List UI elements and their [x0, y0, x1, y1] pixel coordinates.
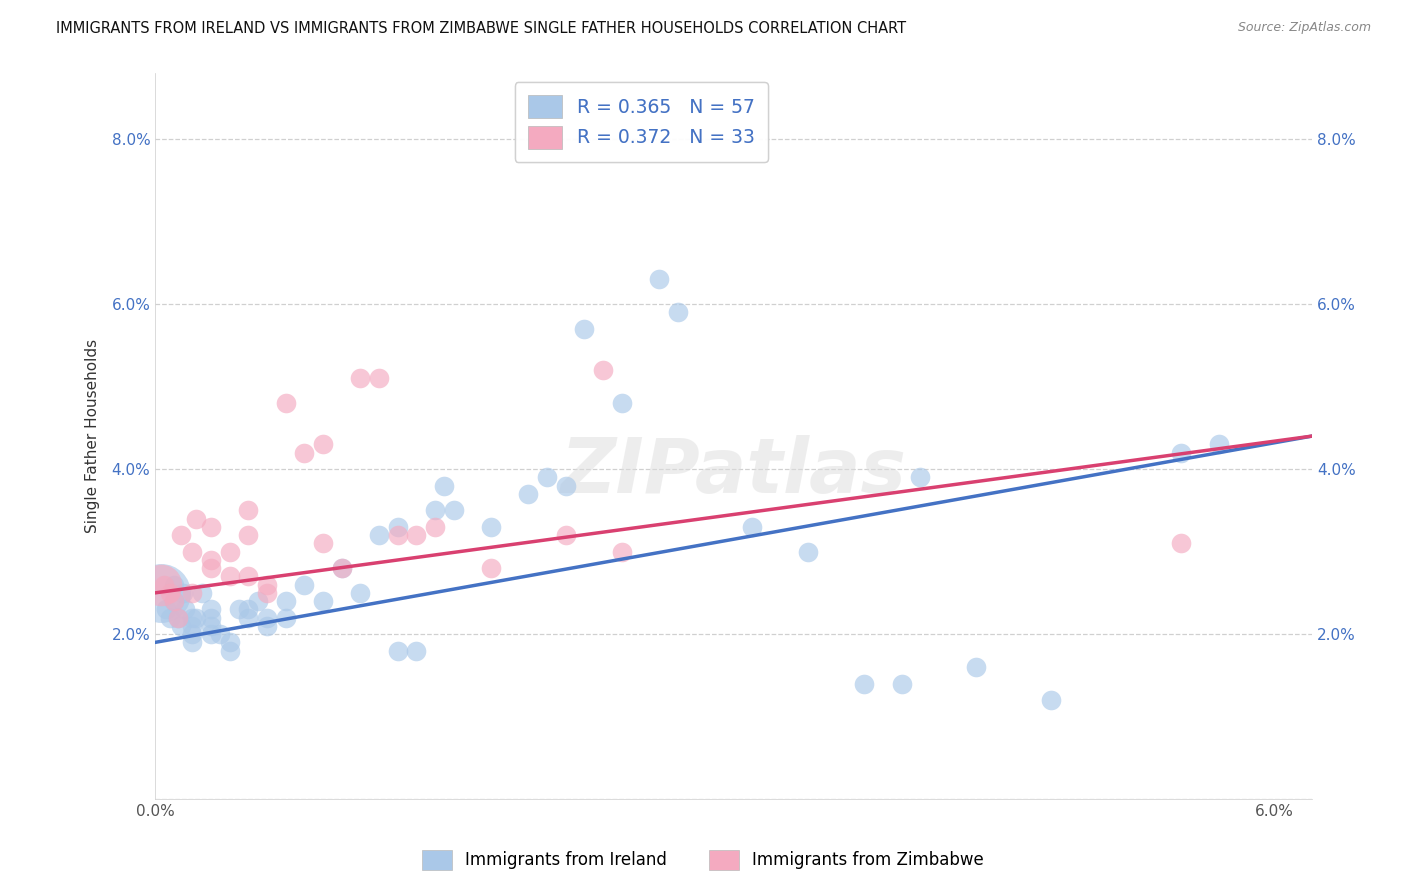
Point: [592, 363, 614, 377]
Point: [349, 586, 371, 600]
Point: [200, 627, 222, 641]
Point: [163, 594, 186, 608]
Point: [200, 610, 222, 624]
Point: [181, 635, 204, 649]
Point: [200, 561, 222, 575]
Point: [274, 610, 297, 624]
Point: [246, 594, 269, 608]
Point: [181, 610, 204, 624]
Point: [172, 586, 194, 600]
Point: [965, 660, 987, 674]
Legend: R = 0.365   N = 57, R = 0.372   N = 33: R = 0.365 N = 57, R = 0.372 N = 33: [515, 82, 768, 161]
Point: [648, 272, 671, 286]
Point: [1039, 693, 1062, 707]
Point: [200, 520, 222, 534]
Point: [330, 561, 353, 575]
Point: [238, 528, 260, 542]
Point: [153, 577, 176, 591]
Point: [666, 305, 689, 319]
Point: [181, 586, 204, 600]
Point: [387, 643, 409, 657]
Point: [554, 478, 576, 492]
Point: [170, 528, 193, 542]
Point: [163, 594, 186, 608]
Point: [163, 577, 186, 591]
Point: [256, 610, 278, 624]
Point: [741, 520, 763, 534]
Point: [517, 487, 540, 501]
Point: [256, 619, 278, 633]
Point: [910, 470, 932, 484]
Point: [200, 602, 222, 616]
Point: [554, 528, 576, 542]
Point: [853, 676, 876, 690]
Point: [294, 445, 316, 459]
Point: [1170, 536, 1192, 550]
Point: [238, 503, 260, 517]
Point: [405, 528, 427, 542]
Point: [170, 619, 193, 633]
Point: [238, 602, 260, 616]
Point: [155, 602, 177, 616]
Point: [433, 478, 456, 492]
Point: [1170, 445, 1192, 459]
Point: [149, 577, 172, 591]
Point: [387, 528, 409, 542]
Point: [479, 561, 502, 575]
Point: [368, 528, 391, 542]
Point: [209, 627, 232, 641]
Point: [405, 643, 427, 657]
Legend: Immigrants from Ireland, Immigrants from Zimbabwe: Immigrants from Ireland, Immigrants from…: [415, 843, 991, 877]
Point: [166, 610, 188, 624]
Point: [256, 577, 278, 591]
Point: [536, 470, 558, 484]
Point: [218, 643, 240, 657]
Point: [149, 586, 172, 600]
Text: Source: ZipAtlas.com: Source: ZipAtlas.com: [1237, 21, 1371, 34]
Y-axis label: Single Father Households: Single Father Households: [86, 339, 100, 533]
Point: [174, 602, 197, 616]
Point: [181, 619, 204, 633]
Point: [610, 544, 633, 558]
Text: IMMIGRANTS FROM IRELAND VS IMMIGRANTS FROM ZIMBABWE SINGLE FATHER HOUSEHOLDS COR: IMMIGRANTS FROM IRELAND VS IMMIGRANTS FR…: [56, 21, 907, 36]
Point: [181, 544, 204, 558]
Point: [186, 610, 208, 624]
Point: [238, 610, 260, 624]
Point: [330, 561, 353, 575]
Point: [181, 627, 204, 641]
Point: [423, 520, 446, 534]
Point: [294, 577, 316, 591]
Point: [238, 569, 260, 583]
Point: [274, 396, 297, 410]
Point: [200, 553, 222, 567]
Point: [186, 511, 208, 525]
Point: [387, 520, 409, 534]
Point: [443, 503, 465, 517]
Point: [166, 610, 188, 624]
Point: [228, 602, 250, 616]
Point: [312, 594, 335, 608]
Point: [349, 371, 371, 385]
Point: [479, 520, 502, 534]
Point: [574, 322, 596, 336]
Point: [218, 635, 240, 649]
Point: [218, 569, 240, 583]
Point: [218, 544, 240, 558]
Point: [610, 396, 633, 410]
Point: [890, 676, 912, 690]
Point: [191, 586, 214, 600]
Point: [312, 437, 335, 451]
Point: [312, 536, 335, 550]
Text: ZIPatlas: ZIPatlas: [561, 435, 907, 509]
Point: [368, 371, 391, 385]
Point: [159, 610, 181, 624]
Point: [423, 503, 446, 517]
Point: [274, 594, 297, 608]
Point: [797, 544, 820, 558]
Point: [159, 586, 181, 600]
Point: [1208, 437, 1230, 451]
Point: [256, 586, 278, 600]
Point: [200, 619, 222, 633]
